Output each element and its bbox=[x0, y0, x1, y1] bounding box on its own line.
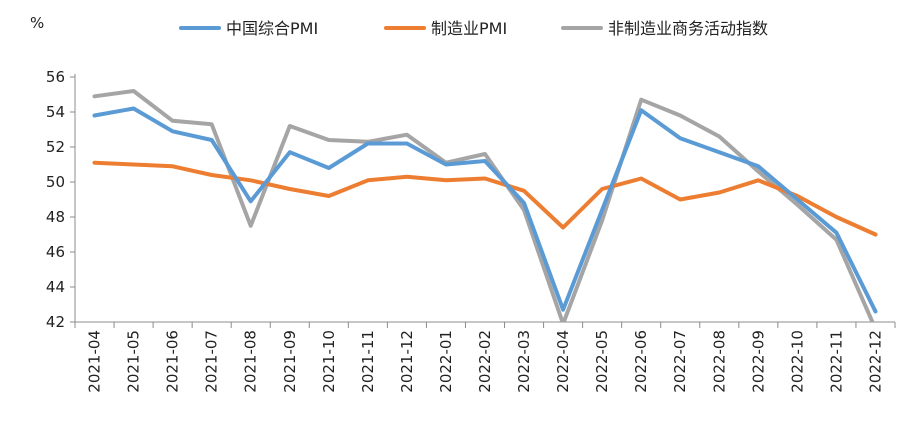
x-tick-label: 2022-10 bbox=[788, 330, 806, 393]
y-axis-unit-label: % bbox=[30, 14, 44, 32]
x-tick-label: 2022-01 bbox=[437, 330, 455, 393]
y-tick-label: 50 bbox=[46, 173, 65, 191]
x-tick-label: 2022-05 bbox=[593, 330, 611, 393]
x-tick-label: 2022-07 bbox=[671, 330, 689, 393]
x-tick-label: 2021-05 bbox=[125, 330, 143, 393]
y-tick-label: 46 bbox=[46, 243, 65, 261]
series-layer bbox=[92, 89, 878, 322]
x-tick-label: 2021-11 bbox=[359, 330, 377, 393]
legend: 中国综合PMI 制造业PMI 非制造业商务活动指数 bbox=[179, 19, 768, 38]
x-tick-label: 2021-09 bbox=[281, 330, 299, 393]
x-tick-label: 2021-04 bbox=[86, 330, 104, 393]
x-tick-label: 2021-08 bbox=[242, 330, 260, 393]
x-tick-label: 2022-02 bbox=[476, 330, 494, 393]
x-tick-label: 2022-08 bbox=[710, 330, 728, 393]
legend-label-1: 制造业PMI bbox=[431, 19, 507, 38]
x-tick-label: 2022-06 bbox=[632, 330, 650, 393]
x-tick-label: 2022-09 bbox=[749, 330, 767, 393]
x-tick-label: 2021-07 bbox=[203, 330, 221, 393]
y-tick-label: 52 bbox=[46, 138, 65, 156]
legend-label-0: 中国综合PMI bbox=[226, 19, 318, 38]
y-tick-label: 42 bbox=[46, 313, 65, 331]
x-tick-label: 2021-10 bbox=[320, 330, 338, 393]
y-axis: 42 44 46 48 50 52 54 56 bbox=[46, 68, 76, 331]
y-tick-label: 54 bbox=[46, 103, 65, 121]
y-tick-label: 56 bbox=[46, 68, 65, 86]
x-tick-label: 2021-06 bbox=[164, 330, 182, 393]
series-line-0 bbox=[92, 106, 878, 314]
x-tick-label: 2022-11 bbox=[827, 330, 845, 393]
series-line-2 bbox=[92, 89, 875, 322]
x-tick-label: 2022-03 bbox=[515, 330, 533, 393]
x-tick-label: 2022-04 bbox=[554, 330, 572, 393]
x-tick-label: 2022-12 bbox=[866, 330, 884, 393]
legend-label-2: 非制造业商务活动指数 bbox=[608, 19, 768, 38]
x-tick-label: 2021-12 bbox=[398, 330, 416, 393]
series-line-1 bbox=[92, 160, 878, 237]
y-tick-label: 48 bbox=[46, 208, 65, 226]
x-axis: 2021-04 2021-05 2021-06 2021-07 2021-08 2021-… bbox=[74, 321, 896, 393]
y-tick-label: 44 bbox=[46, 278, 65, 296]
